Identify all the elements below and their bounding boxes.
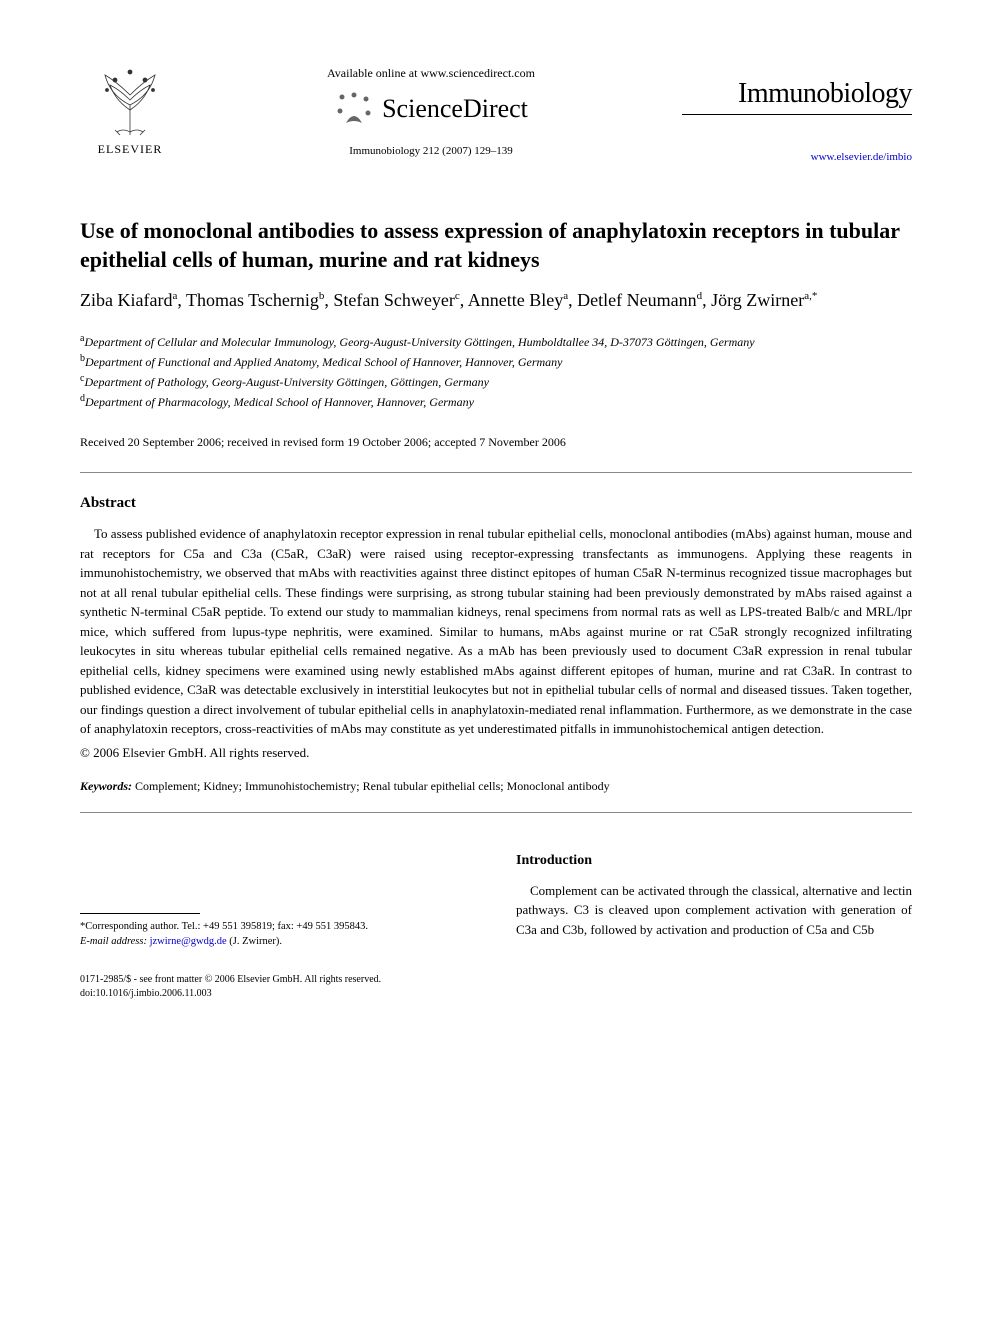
publisher-logo-block: ELSEVIER	[80, 60, 180, 157]
journal-url-link[interactable]: www.elsevier.de/imbio	[811, 151, 912, 163]
footer-front-matter: 0171-2985/$ - see front matter © 2006 El…	[80, 973, 912, 987]
keywords-label: Keywords:	[80, 779, 132, 793]
keywords-line: Keywords: Complement; Kidney; Immunohist…	[80, 779, 912, 794]
keywords-text: Complement; Kidney; Immunohistochemistry…	[135, 779, 610, 793]
sciencedirect-row: ScienceDirect	[334, 89, 528, 129]
journal-divider	[682, 114, 912, 115]
footer-doi: doi:10.1016/j.imbio.2006.11.003	[80, 987, 912, 1001]
sciencedirect-icon	[334, 89, 374, 129]
journal-title: Immunobiology	[738, 78, 912, 110]
article-dates: Received 20 September 2006; received in …	[80, 435, 912, 450]
email-label: E-mail address:	[80, 936, 147, 947]
email-link[interactable]: jzwirne@gwdg.de	[150, 936, 227, 947]
section-divider-top	[80, 472, 912, 473]
affiliation-item: aDepartment of Cellular and Molecular Im…	[80, 331, 912, 351]
authors-list: Ziba Kiafarda, Thomas Tschernigb, Stefan…	[80, 288, 912, 313]
available-online-text: Available online at www.sciencedirect.co…	[327, 66, 535, 81]
footer-block: 0171-2985/$ - see front matter © 2006 El…	[80, 973, 912, 1001]
corresponding-author: *Corresponding author. Tel.: +49 551 395…	[80, 920, 476, 949]
email-suffix: (J. Zwirner).	[229, 936, 282, 947]
affiliation-item: cDepartment of Pathology, Georg-August-U…	[80, 371, 912, 391]
corresponding-phone: *Corresponding author. Tel.: +49 551 395…	[80, 920, 476, 935]
corresponding-email-line: E-mail address: jzwirne@gwdg.de (J. Zwir…	[80, 935, 476, 950]
header-center: Available online at www.sciencedirect.co…	[180, 60, 682, 157]
right-column: Introduction Complement can be activated…	[516, 853, 912, 949]
page-header: ELSEVIER Available online at www.science…	[80, 60, 912, 163]
affiliation-item: dDepartment of Pharmacology, Medical Sch…	[80, 391, 912, 411]
abstract-body: To assess published evidence of anaphyla…	[80, 524, 912, 739]
elsevier-tree-icon	[95, 60, 165, 140]
article-title: Use of monoclonal antibodies to assess e…	[80, 217, 912, 274]
affiliation-item: bDepartment of Functional and Applied An…	[80, 351, 912, 371]
left-column: *Corresponding author. Tel.: +49 551 395…	[80, 853, 476, 949]
section-divider-bottom	[80, 812, 912, 813]
abstract-heading: Abstract	[80, 495, 912, 512]
sciencedirect-label: ScienceDirect	[382, 94, 528, 124]
journal-block: Immunobiology www.elsevier.de/imbio	[682, 60, 912, 163]
affiliations-list: aDepartment of Cellular and Molecular Im…	[80, 331, 912, 411]
introduction-body: Complement can be activated through the …	[516, 881, 912, 940]
citation-text: Immunobiology 212 (2007) 129–139	[349, 145, 512, 157]
abstract-copyright: © 2006 Elsevier GmbH. All rights reserve…	[80, 745, 912, 761]
footnote-rule	[80, 913, 200, 914]
publisher-label: ELSEVIER	[98, 142, 163, 157]
introduction-heading: Introduction	[516, 853, 912, 869]
two-column-region: *Corresponding author. Tel.: +49 551 395…	[80, 853, 912, 949]
